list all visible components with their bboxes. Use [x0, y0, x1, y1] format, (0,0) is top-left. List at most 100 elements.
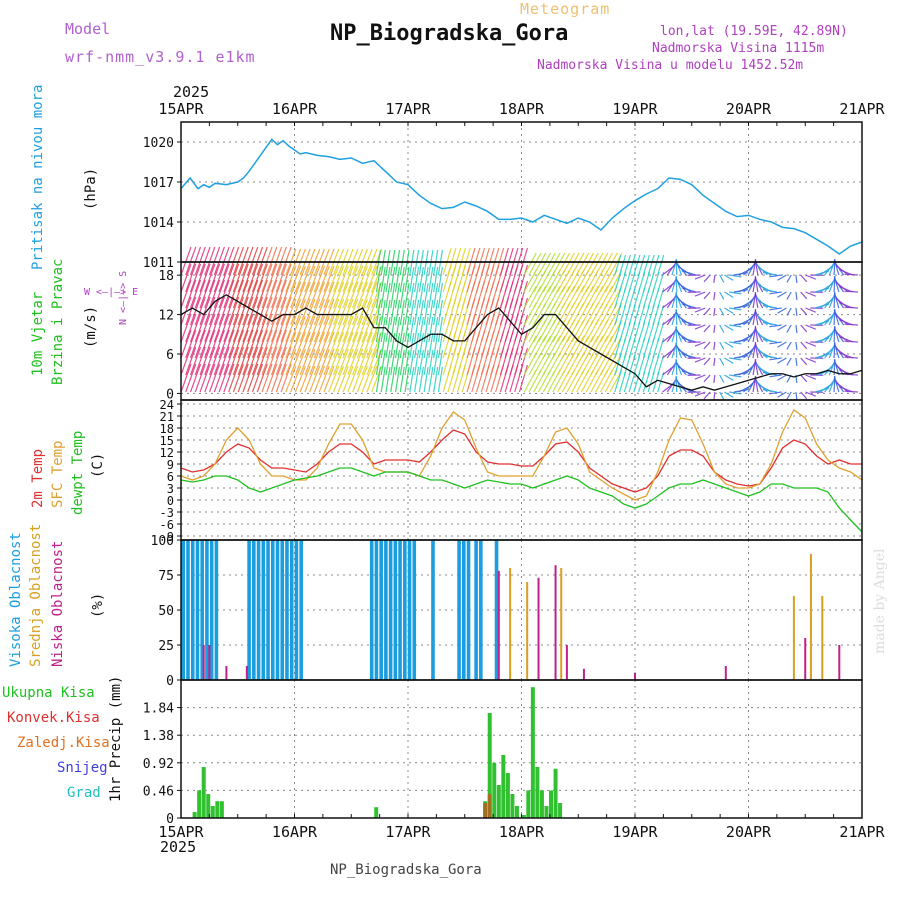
wind-barb [328, 281, 340, 309]
wind-barb [271, 329, 283, 359]
precip-graupel-label: Grad [67, 785, 101, 801]
wind-barb [638, 254, 646, 276]
wind-barb [290, 365, 302, 393]
time-label-top: 20APR [726, 100, 772, 118]
wind-barb [204, 346, 216, 376]
y-tick-label: 9 [167, 458, 174, 472]
time-label-bottom: 15APR [158, 823, 204, 841]
precip-bar [219, 801, 224, 818]
wind-barb [537, 285, 552, 309]
wind-barb [209, 296, 221, 326]
wind-barb [409, 282, 415, 309]
wind-barb [390, 316, 396, 343]
wind-barb [571, 252, 585, 276]
wind-barb [204, 279, 216, 309]
wind-barb [189, 296, 202, 326]
wind-barb [290, 281, 302, 309]
wind-barb [677, 282, 692, 293]
wind-barb [304, 298, 316, 326]
wind-barb [266, 296, 278, 326]
wind-barb [223, 329, 235, 359]
wind-barb [394, 299, 401, 326]
wind-barb [795, 291, 798, 301]
wind-barb [433, 299, 439, 326]
precip-bar [492, 762, 497, 818]
wind-barb [232, 313, 245, 343]
time-label-bottom: 21APR [839, 823, 885, 841]
wind-barb [280, 279, 292, 309]
wind-barb [428, 266, 434, 293]
wind-barb [251, 246, 264, 276]
wind-barb [777, 374, 787, 381]
wind-barb [342, 265, 354, 293]
wind-barb [237, 263, 249, 293]
wind-barb [237, 363, 249, 393]
wind-barb [437, 282, 444, 309]
wind-barb [571, 335, 585, 359]
wind-barb [280, 363, 292, 393]
wind-barb [800, 307, 808, 316]
wind-barb [185, 296, 197, 326]
high-cloud-bar [388, 540, 393, 680]
wind-barb [642, 271, 650, 293]
wind-barb [352, 298, 364, 326]
wind-barb [332, 348, 345, 376]
wind-barb [413, 299, 420, 326]
wind-barb [275, 263, 287, 293]
precip-bar [549, 790, 554, 818]
cloud-unit: (%) [90, 592, 106, 618]
wind-barb [418, 366, 424, 393]
wind-barb [561, 335, 575, 359]
low-cloud-bar [245, 666, 248, 680]
wind-barb [380, 282, 386, 309]
wind-barb [189, 279, 202, 309]
wind-barb [361, 265, 373, 293]
pressure-line [180, 138, 863, 255]
wind-barb [356, 281, 368, 309]
wind-barb [657, 321, 665, 343]
wind-barb [318, 281, 330, 309]
y-tick-label: 1014 [143, 216, 174, 231]
wind-barb [261, 263, 273, 293]
low-cloud-bar [582, 668, 585, 680]
wind-barb [213, 346, 225, 376]
wind-barb [189, 363, 202, 393]
wind-barb [242, 329, 254, 359]
wind-barb [189, 329, 202, 359]
wind-barb [724, 374, 734, 381]
high-cloud-bar [479, 540, 483, 680]
wind-barb [375, 316, 382, 343]
wind-barb [185, 346, 197, 376]
y-tick-label: 0.46 [143, 784, 174, 799]
wind-barb [657, 371, 665, 393]
wind-barb [703, 307, 711, 316]
wind-barb [247, 279, 259, 309]
wind-barb [180, 329, 192, 359]
wind-barb [769, 341, 782, 345]
wind-barb [204, 246, 216, 276]
high-cloud-bar [261, 540, 266, 680]
time-label-top: 18APR [499, 100, 545, 118]
wind-barb [209, 279, 221, 309]
wind-barb [232, 246, 245, 276]
wind-barb [418, 266, 424, 293]
y-tick-label: 1020 [143, 136, 174, 151]
wind-barb [356, 298, 368, 326]
wind-barb [681, 303, 697, 309]
wind-barb [375, 349, 382, 376]
wind-barb [413, 316, 420, 343]
wind-barb [623, 304, 631, 326]
wind-barb [805, 357, 816, 363]
wind-barb [199, 313, 211, 343]
wind-barb [628, 271, 636, 293]
meteogram-label: Meteogram [520, 0, 611, 18]
wind-barb [209, 313, 221, 343]
wind-barb [213, 329, 225, 359]
precip-bar [514, 806, 519, 818]
wind-barb [762, 304, 777, 309]
wind-barb [614, 271, 622, 293]
wind-barb [266, 329, 278, 359]
wind-barb [309, 281, 321, 309]
wind-barb [394, 316, 401, 343]
